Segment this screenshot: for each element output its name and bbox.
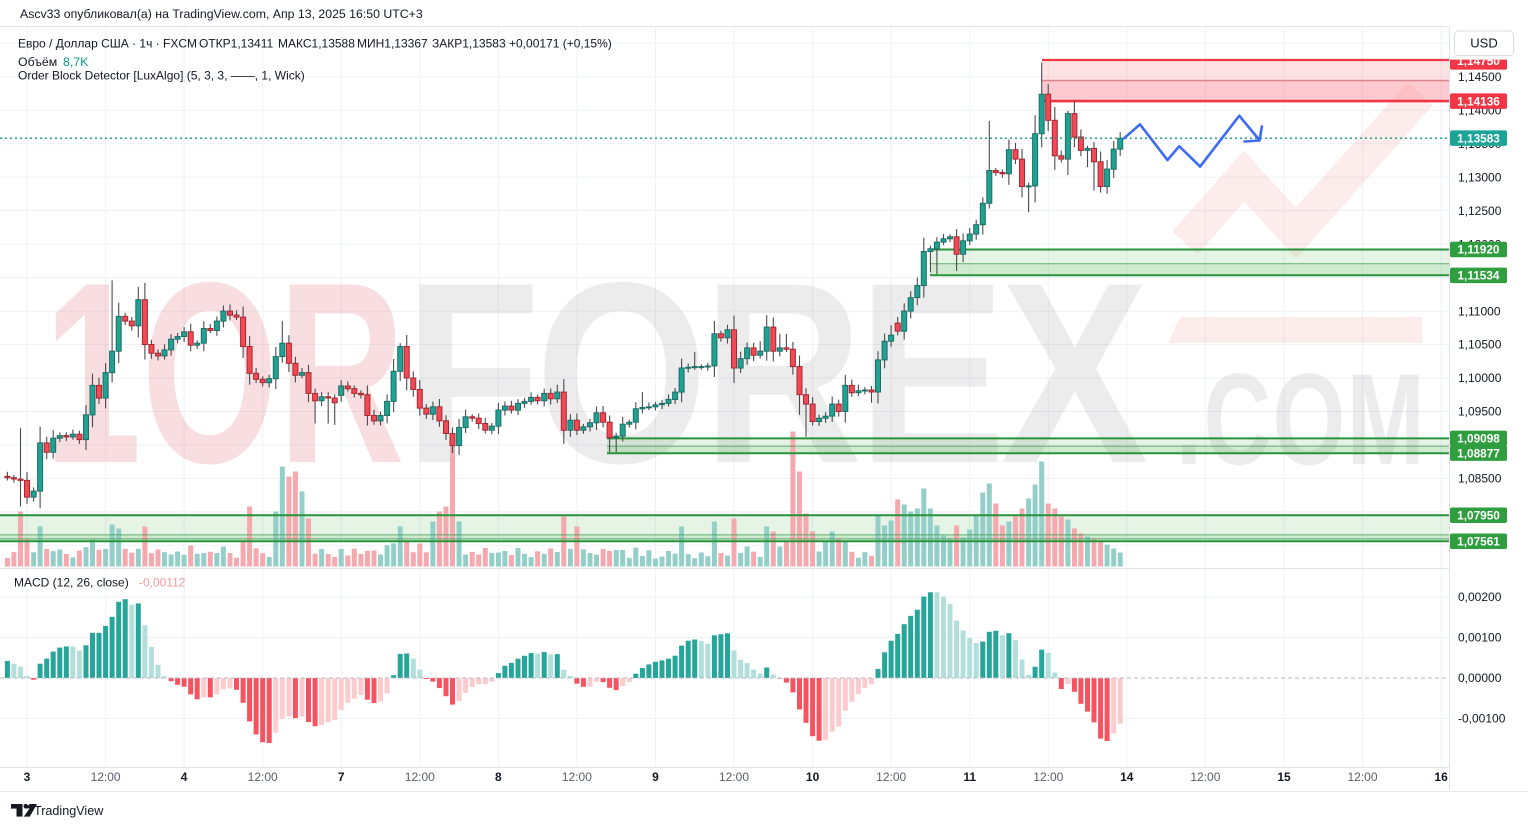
svg-text:1,09098: 1,09098 bbox=[1457, 432, 1500, 446]
svg-text:+0,00171 (+0,15%): +0,00171 (+0,15%) bbox=[509, 37, 612, 51]
svg-text:Евро / Доллар США · 1ч · FXCM: Евро / Доллар США · 1ч · FXCM bbox=[18, 37, 197, 51]
svg-text:1,13583: 1,13583 bbox=[1457, 131, 1500, 145]
svg-text:1,13000: 1,13000 bbox=[1458, 170, 1502, 184]
svg-text:12:00: 12:00 bbox=[248, 770, 278, 784]
svg-text:0,00200: 0,00200 bbox=[1458, 590, 1502, 604]
svg-text:1,09500: 1,09500 bbox=[1458, 405, 1502, 419]
svg-text:1OR: 1OR bbox=[44, 228, 405, 517]
svg-text:Ascv33 опубликовал(а) на Tradi: Ascv33 опубликовал(а) на TradingView.com… bbox=[20, 7, 423, 21]
svg-text:16: 16 bbox=[1434, 770, 1448, 784]
svg-text:1,14500: 1,14500 bbox=[1458, 70, 1502, 84]
svg-text:MACD (12, 26, close): MACD (12, 26, close) bbox=[14, 576, 129, 590]
svg-text:1,14136: 1,14136 bbox=[1457, 94, 1500, 108]
svg-text:1,07561: 1,07561 bbox=[1457, 535, 1500, 549]
svg-text:.COM: .COM bbox=[1176, 347, 1426, 493]
svg-text:11: 11 bbox=[963, 770, 976, 784]
svg-text:12:00: 12:00 bbox=[719, 770, 749, 784]
svg-text:ЗАКР1,13583: ЗАКР1,13583 bbox=[432, 37, 506, 51]
svg-text:-0,00100: -0,00100 bbox=[1458, 712, 1506, 726]
svg-text:10: 10 bbox=[806, 770, 820, 784]
svg-text:3: 3 bbox=[24, 770, 31, 784]
svg-text:-0,00112: -0,00112 bbox=[139, 576, 186, 590]
svg-text:8: 8 bbox=[495, 770, 502, 784]
svg-text:7: 7 bbox=[338, 770, 345, 784]
svg-text:Order Block Detector [LuxAlgo]: Order Block Detector [LuxAlgo] (5, 3, 3,… bbox=[18, 69, 305, 83]
svg-text:0,00100: 0,00100 bbox=[1458, 631, 1502, 645]
svg-text:4: 4 bbox=[181, 770, 188, 784]
svg-text:МАКС1,13588: МАКС1,13588 bbox=[278, 37, 355, 51]
svg-text:ОТКР1,13411: ОТКР1,13411 bbox=[199, 37, 273, 51]
svg-text:МИН1,13367: МИН1,13367 bbox=[357, 37, 428, 51]
svg-text:TradingView: TradingView bbox=[34, 804, 104, 818]
svg-text:1,14750: 1,14750 bbox=[1457, 54, 1500, 68]
svg-text:12:00: 12:00 bbox=[1190, 770, 1220, 784]
svg-text:12:00: 12:00 bbox=[405, 770, 435, 784]
svg-text:1,11920: 1,11920 bbox=[1458, 243, 1500, 257]
svg-text:1,07950: 1,07950 bbox=[1457, 508, 1500, 522]
svg-text:14: 14 bbox=[1120, 770, 1134, 784]
svg-text:1,12500: 1,12500 bbox=[1458, 204, 1502, 218]
svg-text:9: 9 bbox=[652, 770, 659, 784]
svg-text:1,10500: 1,10500 bbox=[1458, 338, 1502, 352]
svg-text:15: 15 bbox=[1277, 770, 1291, 784]
svg-text:12:00: 12:00 bbox=[1033, 770, 1063, 784]
svg-text:1,08500: 1,08500 bbox=[1458, 472, 1502, 486]
svg-text:1,11534: 1,11534 bbox=[1458, 269, 1500, 283]
svg-text:12:00: 12:00 bbox=[876, 770, 906, 784]
svg-text:1,11000: 1,11000 bbox=[1458, 304, 1501, 318]
svg-text:8,7K: 8,7K bbox=[63, 55, 89, 69]
svg-text:FOREX: FOREX bbox=[405, 228, 1147, 516]
svg-text:Объём: Объём bbox=[18, 55, 57, 69]
svg-text:1,08877: 1,08877 bbox=[1457, 446, 1500, 460]
svg-text:12:00: 12:00 bbox=[562, 770, 592, 784]
svg-text:USD: USD bbox=[1470, 36, 1497, 51]
svg-text:1,10000: 1,10000 bbox=[1458, 371, 1502, 385]
svg-text:12:00: 12:00 bbox=[1347, 770, 1377, 784]
svg-text:0,00000: 0,00000 bbox=[1458, 671, 1502, 685]
svg-text:12:00: 12:00 bbox=[91, 770, 121, 784]
